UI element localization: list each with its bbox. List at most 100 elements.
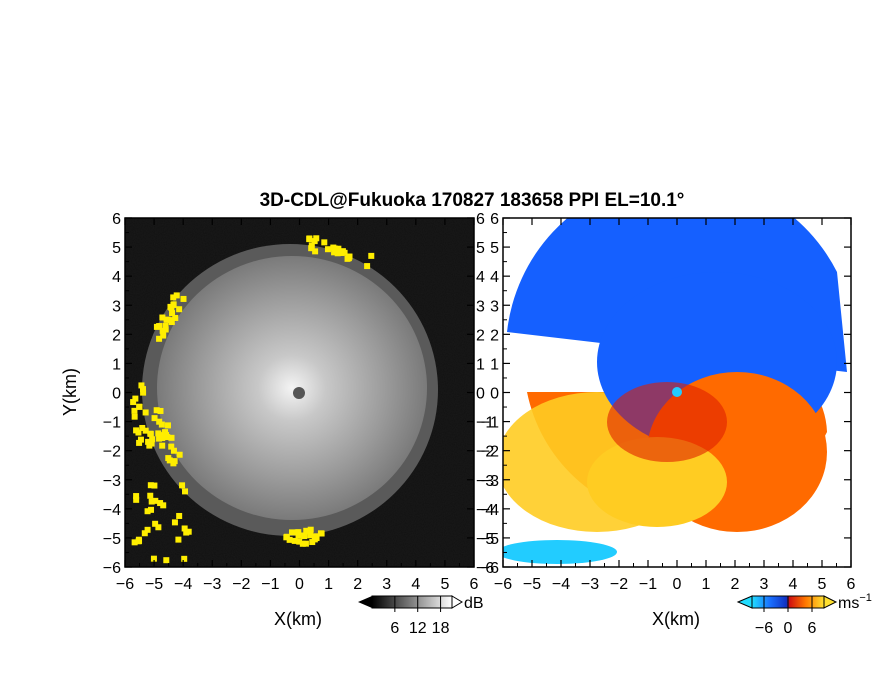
flag-echo: [159, 442, 166, 449]
flag-echo: [321, 239, 328, 246]
flag-echo: [162, 326, 169, 333]
reflectivity-panel: [125, 218, 474, 567]
flag-echo: [168, 319, 175, 326]
flag-echo: [169, 310, 176, 317]
red-shear: [607, 382, 727, 462]
x-axis-label-right: X(km): [652, 609, 700, 629]
y-tick-label: −1: [481, 415, 499, 432]
flag-echo: [291, 537, 298, 544]
flag-echo: [176, 306, 183, 313]
x-tick-label: −6: [116, 576, 134, 593]
flag-echo: [157, 407, 164, 414]
flag-echo: [176, 512, 183, 519]
y-tick-label-right: −2: [476, 444, 494, 461]
flag-echo: [148, 440, 155, 447]
y-tick-label: 2: [490, 327, 499, 344]
colorbar-tick-label: 0: [784, 620, 793, 637]
flag-echo: [152, 520, 159, 527]
velocity-colorbar-unit: ms−1: [838, 592, 872, 612]
flag-echo: [156, 323, 163, 330]
y-tick-label: 4: [490, 269, 499, 286]
y-tick-label: −1: [103, 415, 121, 432]
flag-echo: [133, 493, 140, 500]
velocity-colorbar: −6 0 6 ms−1: [736, 592, 872, 637]
flag-echo: [142, 427, 149, 434]
x-tick-label: −2: [610, 576, 628, 593]
flag-echo: [172, 314, 179, 321]
flag-echo: [156, 335, 163, 342]
flag-echo: [324, 246, 331, 253]
y-tick-label: 1: [112, 356, 121, 373]
flag-echo: [168, 434, 175, 441]
flag-echo: [138, 382, 145, 389]
x-tick-label: 1: [324, 576, 333, 593]
flag-echo: [306, 235, 313, 242]
y-tick-label: 3: [490, 298, 499, 315]
flag-echo: [168, 443, 175, 450]
x-tick-label: 0: [295, 576, 304, 593]
flag-echo: [137, 436, 144, 443]
x-tick-label: −2: [232, 576, 250, 593]
y-tick-label: 6: [490, 211, 499, 228]
x-tick-label: 6: [847, 576, 856, 593]
flag-echo: [318, 530, 325, 537]
flag-echo: [131, 407, 138, 414]
flag-echo: [330, 244, 337, 251]
x-tick-label: 6: [470, 576, 479, 593]
colorbar-tick-label: 6: [808, 620, 817, 637]
x-tick-label: 0: [673, 576, 682, 593]
flag-echo: [171, 519, 178, 526]
x-tick-label: 2: [353, 576, 362, 593]
flag-echo: [142, 409, 149, 416]
flag-echo: [170, 447, 177, 454]
flag-echo: [165, 422, 172, 429]
flag-echo: [180, 295, 187, 302]
y-tick-label: −3: [481, 473, 499, 490]
y-tick-label-right: 5: [476, 240, 485, 257]
velocity-panel: [503, 218, 851, 567]
x-tick-label: −3: [203, 576, 221, 593]
flag-echo: [163, 557, 170, 564]
flag-echo: [181, 525, 188, 532]
colorbar-tick-label: 12: [409, 620, 427, 637]
flag-echo: [147, 430, 154, 437]
flag-echo: [151, 482, 158, 489]
flag-echo: [164, 316, 171, 323]
y-tick-label: −4: [481, 502, 499, 519]
flag-echo: [157, 500, 164, 507]
x-tick-label: 2: [731, 576, 740, 593]
flag-echo: [149, 436, 156, 443]
flag-echo: [170, 294, 177, 301]
flag-echo: [160, 502, 167, 509]
flag-echo: [307, 526, 314, 533]
cyan-edge: [503, 540, 617, 564]
y-tick-label-right: −1: [476, 415, 494, 432]
flag-echo: [334, 250, 341, 257]
flag-echo: [131, 539, 138, 546]
flag-echo: [130, 399, 137, 406]
y-tick-label: 0: [490, 386, 499, 403]
x-tick-label: −5: [523, 576, 541, 593]
flag-echo: [153, 407, 160, 414]
x-axis-label-left: X(km): [274, 609, 322, 629]
flag-echo: [286, 536, 293, 543]
y-tick-label: 2: [112, 327, 121, 344]
light-core: [587, 437, 727, 527]
flag-echo: [145, 438, 152, 445]
flag-echo: [139, 424, 146, 431]
y-tick-label-right: −6: [476, 560, 494, 577]
x-tick-label: 4: [789, 576, 798, 593]
x-tick-label: 1: [702, 576, 711, 593]
flag-echo: [164, 434, 171, 441]
chart-title: 3D-CDL@Fukuoka 170827 183658 PPI EL=10.1…: [260, 190, 685, 211]
radar-center-dot: [672, 387, 682, 397]
flag-echo: [155, 430, 162, 437]
flag-echo: [165, 455, 172, 462]
x-tick-label: −1: [261, 576, 279, 593]
y-tick-label: 5: [112, 240, 121, 257]
x-tick-label: 5: [818, 576, 827, 593]
y-tick-label: −2: [481, 444, 499, 461]
y-tick-label-right: −5: [476, 531, 494, 548]
x-tick-label: −6: [494, 576, 512, 593]
